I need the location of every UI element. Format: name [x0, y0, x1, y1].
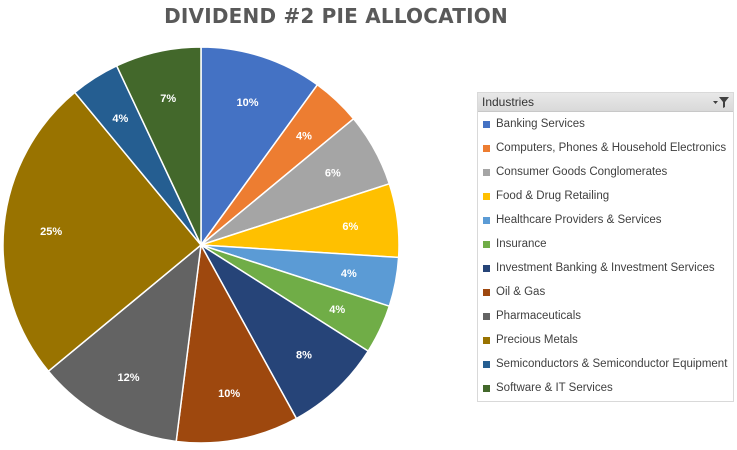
pie-slice-11[interactable]	[115, 46, 202, 246]
slice-data-label: 8%	[296, 350, 312, 362]
legend-swatch	[483, 240, 490, 248]
legend-item[interactable]: Pharmaceuticals	[478, 304, 733, 328]
legend-label: Computers, Phones & Household Electronic…	[496, 142, 727, 154]
slice-data-label: 10%	[218, 388, 240, 400]
legend-label: Software & IT Services	[496, 382, 613, 394]
pie-slice-6[interactable]	[200, 244, 370, 420]
slice-data-label: 4%	[329, 304, 345, 316]
legend-label: Food & Drug Retailing	[496, 190, 610, 202]
legend-item[interactable]: Food & Drug Retailing	[478, 184, 733, 208]
slice-data-label: 4%	[112, 113, 128, 125]
pie-slice-0[interactable]	[200, 46, 319, 248]
legend-swatch	[483, 192, 490, 200]
slice-data-label: 7%	[160, 93, 176, 105]
legend-swatch	[483, 216, 490, 224]
legend-item[interactable]: Oil & Gas	[478, 280, 733, 304]
legend-label: Oil & Gas	[496, 286, 546, 298]
legend-items: Banking Services Computers, Phones & Hous…	[478, 112, 733, 400]
legend-swatch	[483, 360, 490, 368]
pie-slice-9[interactable]	[2, 91, 203, 373]
legend-item[interactable]: Computers, Phones & Household Electronic…	[478, 136, 733, 160]
legend-item[interactable]: Insurance	[478, 232, 733, 256]
pie-slice-8[interactable]	[47, 243, 202, 443]
slice-data-label: 6%	[325, 168, 341, 180]
legend-swatch	[483, 120, 490, 128]
legend-label: Insurance	[496, 238, 547, 250]
legend-swatch	[483, 336, 490, 344]
legend-swatch	[483, 288, 490, 296]
legend-item[interactable]: Software & IT Services	[478, 376, 733, 400]
pie-chart: 10% 4% 6% 6% 4% 4% 8% 10% 12% 25% 4% 7%	[2, 46, 400, 444]
legend-swatch	[483, 384, 490, 392]
legend-item[interactable]: Semiconductors & Semiconductor Equipment	[478, 352, 733, 376]
legend-item[interactable]: Healthcare Providers & Services	[478, 208, 733, 232]
legend-item[interactable]: Consumer Goods Conglomerates	[478, 160, 733, 184]
legend: Industries Banking Services Computers, Ph…	[477, 92, 734, 402]
legend-header[interactable]: Industries	[478, 93, 733, 112]
legend-swatch	[483, 264, 490, 272]
chart-title: DIVIDEND #2 PIE ALLOCATION	[164, 4, 508, 28]
legend-label: Precious Metals	[496, 334, 578, 346]
legend-item[interactable]: Precious Metals	[478, 328, 733, 352]
slice-data-label: 4%	[296, 130, 312, 142]
legend-label: Pharmaceuticals	[496, 310, 582, 322]
legend-label: Banking Services	[496, 118, 585, 130]
legend-label: Semiconductors & Semiconductor Equipment	[496, 358, 728, 370]
legend-item[interactable]: Investment Banking & Investment Services	[478, 256, 733, 280]
slice-data-label: 4%	[341, 268, 357, 280]
filter-dropdown-icon[interactable]	[712, 94, 730, 110]
legend-item[interactable]: Banking Services	[478, 112, 733, 136]
legend-label: Consumer Goods Conglomerates	[496, 166, 668, 178]
slice-data-label: 10%	[236, 97, 258, 109]
legend-title: Industries	[482, 95, 535, 109]
legend-swatch	[483, 144, 490, 152]
legend-label: Investment Banking & Investment Services	[496, 262, 715, 274]
slice-data-label: 25%	[40, 226, 62, 238]
slice-data-label: 12%	[117, 372, 139, 384]
legend-label: Healthcare Providers & Services	[496, 214, 662, 226]
slice-data-label: 6%	[342, 221, 358, 233]
legend-swatch	[483, 168, 490, 176]
pie-slice-7[interactable]	[175, 242, 298, 444]
legend-swatch	[483, 312, 490, 320]
